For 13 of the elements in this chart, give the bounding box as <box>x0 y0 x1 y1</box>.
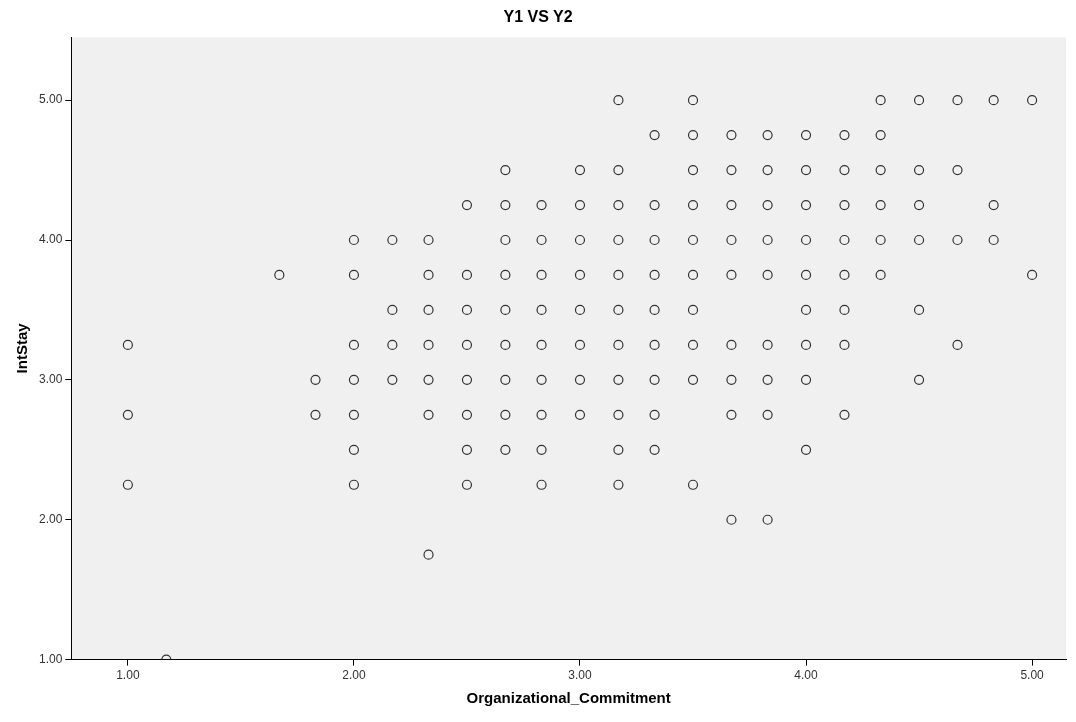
x-tick-label: 2.00 <box>342 668 366 683</box>
chart-title: Y1 VS Y2 <box>503 8 573 26</box>
y-tick-label: 4.00 <box>39 232 63 247</box>
y-tick-label: 1.00 <box>39 651 63 666</box>
x-tick-label: 5.00 <box>1020 668 1045 683</box>
y-tick-label: 3.00 <box>39 372 63 387</box>
x-tick-label: 1.00 <box>116 668 140 683</box>
x-axis-title: Organizational_Commitment <box>466 689 671 707</box>
y-tick-label: 5.00 <box>39 92 63 107</box>
x-tick-label: 4.00 <box>794 668 819 683</box>
y-tick-label: 2.00 <box>39 512 63 527</box>
x-tick-label: 3.00 <box>568 668 592 683</box>
y-axis-title: IntStay <box>13 322 31 374</box>
